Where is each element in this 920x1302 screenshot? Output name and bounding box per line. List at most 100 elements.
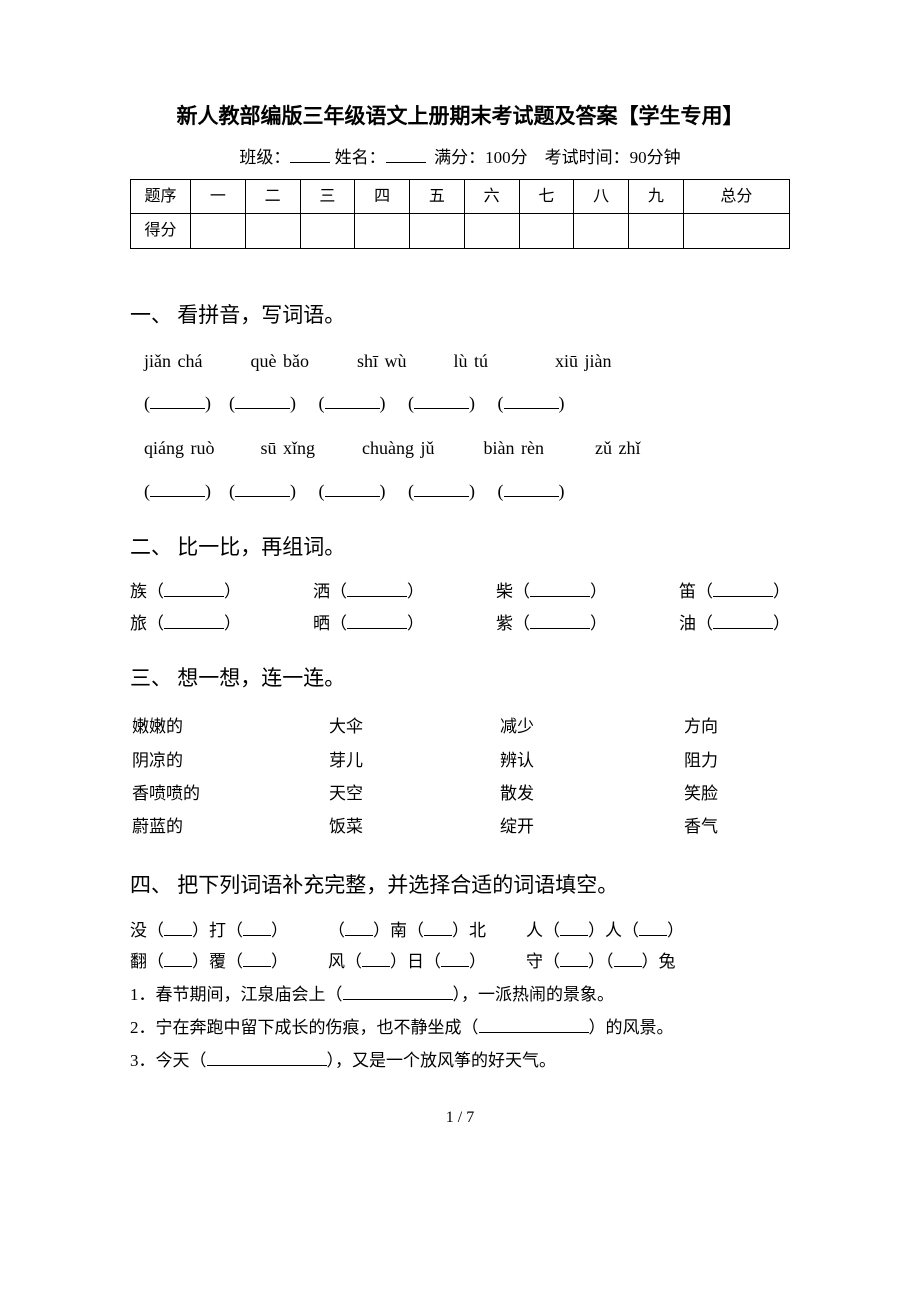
name-label: 姓名： xyxy=(335,148,386,167)
class-blank[interactable] xyxy=(290,144,330,163)
pinyin-row-1: jiǎn chá què bǎo shī wù lù tú xiū jiàn xyxy=(144,347,790,376)
score-cell[interactable] xyxy=(191,214,246,249)
row-label: 得分 xyxy=(131,214,191,249)
match-right: 天空 xyxy=(329,778,498,809)
match-left: 香喷喷的 xyxy=(132,778,327,809)
q2-item: 族（） xyxy=(130,578,241,605)
pinyin: lù tú xyxy=(454,347,549,376)
q2-blank[interactable] xyxy=(347,596,407,597)
score-cell[interactable] xyxy=(464,214,519,249)
score-cell[interactable] xyxy=(574,214,629,249)
match-right: 方向 xyxy=(684,711,788,742)
q2-item: 旅（） xyxy=(130,610,241,637)
match-left: 蔚蓝的 xyxy=(132,811,327,842)
answer-blank[interactable]: () xyxy=(408,477,475,506)
q4-blank[interactable] xyxy=(560,966,588,967)
match-left: 减少 xyxy=(500,711,682,742)
q2-blank[interactable] xyxy=(713,596,773,597)
match-left: 辨认 xyxy=(500,745,682,776)
answer-blank[interactable]: () xyxy=(498,477,565,506)
q4-item: 翻（）覆（） xyxy=(130,948,288,975)
pinyin: zǔ zhǐ xyxy=(595,434,640,463)
match-right: 大伞 xyxy=(329,711,498,742)
pinyin: què bǎo xyxy=(251,347,351,376)
q2-item: 柴（） xyxy=(496,578,607,605)
answer-blank[interactable]: () xyxy=(229,389,296,418)
table-row: 香喷喷的 天空 散发 笑脸 xyxy=(132,778,788,809)
q2-blank[interactable] xyxy=(530,596,590,597)
q4-blank[interactable] xyxy=(243,935,271,936)
q4-row: 没（）打（） （）南（）北 人（）人（） xyxy=(130,917,790,944)
th: 一 xyxy=(191,179,246,214)
q4-item: 守（）（）兔 xyxy=(526,948,676,975)
th: 六 xyxy=(464,179,519,214)
answer-blank[interactable]: () xyxy=(144,477,211,506)
pinyin: sū xǐng xyxy=(261,434,356,463)
match-left: 嫩嫩的 xyxy=(132,711,327,742)
score-cell[interactable] xyxy=(410,214,465,249)
q4-blank[interactable] xyxy=(164,966,192,967)
pinyin: biàn rèn xyxy=(484,434,589,463)
q2-item: 笛（） xyxy=(679,578,790,605)
answer-blank[interactable]: () xyxy=(498,389,565,418)
name-blank[interactable] xyxy=(386,144,426,163)
section-2-heading: 二、 比一比，再组词。 xyxy=(130,531,790,565)
th: 七 xyxy=(519,179,574,214)
match-table: 嫩嫩的 大伞 减少 方向 阴凉的 芽儿 辨认 阻力 香喷喷的 天空 散发 笑脸 … xyxy=(130,709,790,844)
q2-item: 油（） xyxy=(679,610,790,637)
table-row: 嫩嫩的 大伞 减少 方向 xyxy=(132,711,788,742)
q4-blank[interactable] xyxy=(343,999,453,1000)
q2-blank[interactable] xyxy=(347,628,407,629)
q4-blank[interactable] xyxy=(479,1032,589,1033)
q4-blank[interactable] xyxy=(207,1065,327,1066)
match-left: 阴凉的 xyxy=(132,745,327,776)
q4-blank[interactable] xyxy=(362,966,390,967)
q4-blank[interactable] xyxy=(560,935,588,936)
answer-blank[interactable]: () xyxy=(408,389,475,418)
score-cell[interactable] xyxy=(519,214,574,249)
table-row: 得分 xyxy=(131,214,790,249)
q2-blank[interactable] xyxy=(164,596,224,597)
q4-blank[interactable] xyxy=(441,966,469,967)
section-3-heading: 三、 想一想，连一连。 xyxy=(130,662,790,696)
q4-blank[interactable] xyxy=(243,966,271,967)
pinyin: chuàng jǔ xyxy=(362,434,477,463)
answer-blank[interactable]: () xyxy=(229,477,296,506)
score-cell[interactable] xyxy=(245,214,300,249)
fullscore: 满分：100分 xyxy=(434,148,528,167)
q4-blank[interactable] xyxy=(424,935,452,936)
score-cell[interactable] xyxy=(629,214,684,249)
score-cell[interactable] xyxy=(355,214,410,249)
q4-item: （）南（）北 xyxy=(328,917,486,944)
th: 二 xyxy=(245,179,300,214)
q4-blank[interactable] xyxy=(614,966,642,967)
class-label: 班级： xyxy=(239,148,290,167)
q2-blank[interactable] xyxy=(164,628,224,629)
th: 总分 xyxy=(683,179,789,214)
q4-sentence-1: 1．春节期间，江泉庙会上（），一派热闹的景象。 xyxy=(130,981,790,1008)
q2-row: 族（） 洒（） 柴（） 笛（） xyxy=(130,578,790,605)
pinyin: jiǎn chá xyxy=(144,347,244,376)
score-cell[interactable] xyxy=(683,214,789,249)
th: 题序 xyxy=(131,179,191,214)
match-right: 香气 xyxy=(684,811,788,842)
answer-blank[interactable]: () xyxy=(319,389,386,418)
q2-blank[interactable] xyxy=(530,628,590,629)
q2-row: 旅（） 晒（） 紫（） 油（） xyxy=(130,610,790,637)
match-right: 笑脸 xyxy=(684,778,788,809)
answer-blank[interactable]: () xyxy=(319,477,386,506)
q4-item: 风（）日（） xyxy=(328,948,486,975)
q4-blank[interactable] xyxy=(164,935,192,936)
match-left: 散发 xyxy=(500,778,682,809)
match-right: 芽儿 xyxy=(329,745,498,776)
q4-blank[interactable] xyxy=(345,935,373,936)
q4-item: 没（）打（） xyxy=(130,917,288,944)
th: 三 xyxy=(300,179,355,214)
th: 八 xyxy=(574,179,629,214)
q2-blank[interactable] xyxy=(713,628,773,629)
pinyin-row-2: qiáng ruò sū xǐng chuàng jǔ biàn rèn zǔ … xyxy=(144,434,790,463)
q4-item: 人（）人（） xyxy=(526,917,684,944)
answer-blank[interactable]: () xyxy=(144,389,211,418)
q4-blank[interactable] xyxy=(639,935,667,936)
score-cell[interactable] xyxy=(300,214,355,249)
